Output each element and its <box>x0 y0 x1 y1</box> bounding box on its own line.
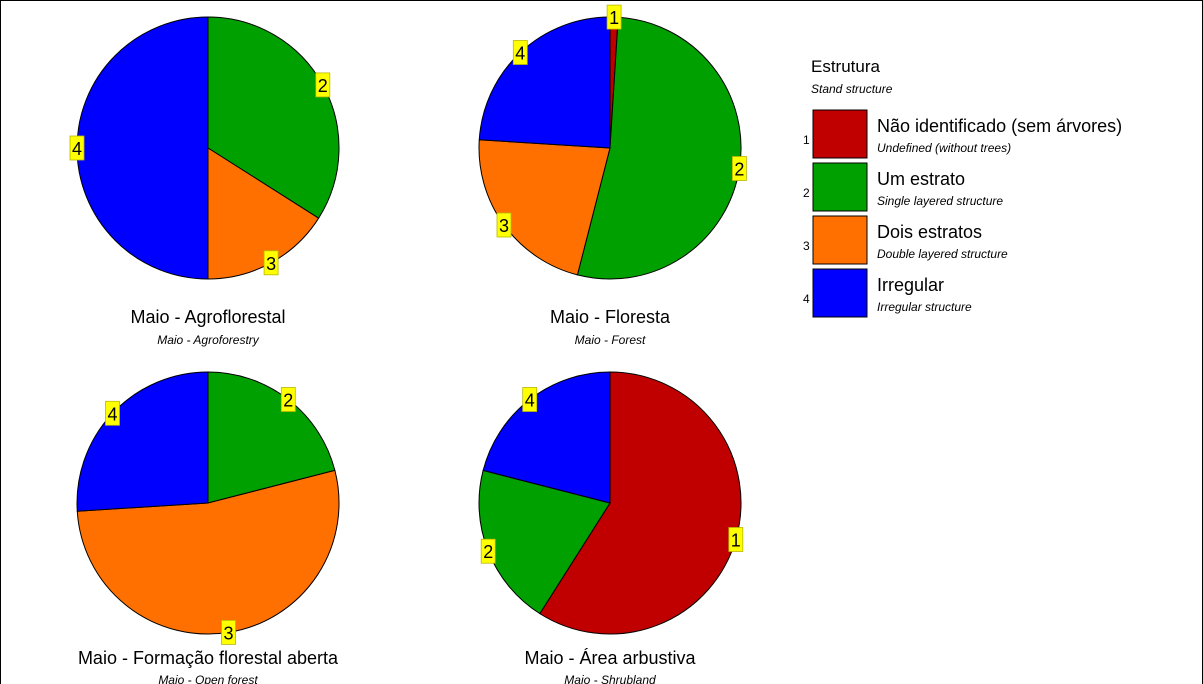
legend-swatch-1 <box>812 109 868 159</box>
slice-label-box <box>221 620 236 645</box>
pie-subtitle: Maio - Open forest <box>158 673 258 684</box>
legend-title: Estrutura <box>811 57 881 76</box>
legend-label: Não identificado (sem árvores) <box>877 116 1122 136</box>
slice-label: 3 <box>266 254 276 274</box>
pie-slice-4 <box>478 16 611 149</box>
slice-label: 4 <box>107 404 117 424</box>
slice-label: 2 <box>318 76 328 96</box>
pie-subtitle: Maio - Forest <box>575 333 646 347</box>
pie-slice-4 <box>76 16 209 280</box>
slice-label-box <box>728 527 744 552</box>
slice-label-box <box>512 40 528 65</box>
slice-label: 2 <box>483 542 493 562</box>
legend-number: 4 <box>803 292 810 306</box>
pie-title: Maio - Agroflorestal <box>130 307 285 327</box>
pie-title: Maio - Floresta <box>550 307 671 327</box>
slice-label: 4 <box>525 391 535 411</box>
legend-label: Um estrato <box>877 169 965 189</box>
legend-swatch-4 <box>812 268 868 318</box>
slice-label-box <box>732 156 747 181</box>
slice-label: 3 <box>223 623 233 643</box>
pie-subtitle: Maio - Agroforestry <box>157 333 260 347</box>
slice-label: 1 <box>731 531 741 551</box>
slice-label-box <box>496 212 512 238</box>
pie-subtitle: Maio - Shrubland <box>564 673 656 684</box>
slice-label: 3 <box>499 216 509 236</box>
legend-number: 3 <box>803 239 810 253</box>
legend-label: Irregular <box>877 275 944 295</box>
legend-swatch-3 <box>812 215 868 265</box>
slice-label: 4 <box>72 139 82 159</box>
legend-sublabel: Undefined (without trees) <box>877 141 1011 155</box>
legend-sublabel: Single layered structure <box>877 194 1003 208</box>
slice-label-box <box>315 72 331 98</box>
slice-label: 2 <box>283 391 293 411</box>
legend-swatch-2 <box>812 162 868 212</box>
slice-label-box <box>105 400 120 426</box>
slice-label-box <box>480 538 496 564</box>
slice-label-box <box>69 135 85 161</box>
legend-number: 2 <box>803 186 810 200</box>
pie-slice-4 <box>76 371 209 512</box>
pie-title: Maio - Área arbustiva <box>524 648 696 668</box>
slice-label-box <box>522 387 538 412</box>
slice-label-box <box>263 250 279 276</box>
legend-subtitle: Stand structure <box>811 82 893 96</box>
slice-label: 2 <box>734 160 744 180</box>
legend-number: 1 <box>803 133 810 147</box>
pie-title: Maio - Formação florestal aberta <box>78 648 339 668</box>
slice-label: 4 <box>515 44 525 64</box>
legend-label: Dois estratos <box>877 222 982 242</box>
legend-sublabel: Double layered structure <box>877 247 1008 261</box>
slice-label: 1 <box>609 8 619 28</box>
slice-label-box <box>280 387 296 412</box>
legend-sublabel: Irregular structure <box>877 300 972 314</box>
slice-label-box <box>606 4 622 30</box>
